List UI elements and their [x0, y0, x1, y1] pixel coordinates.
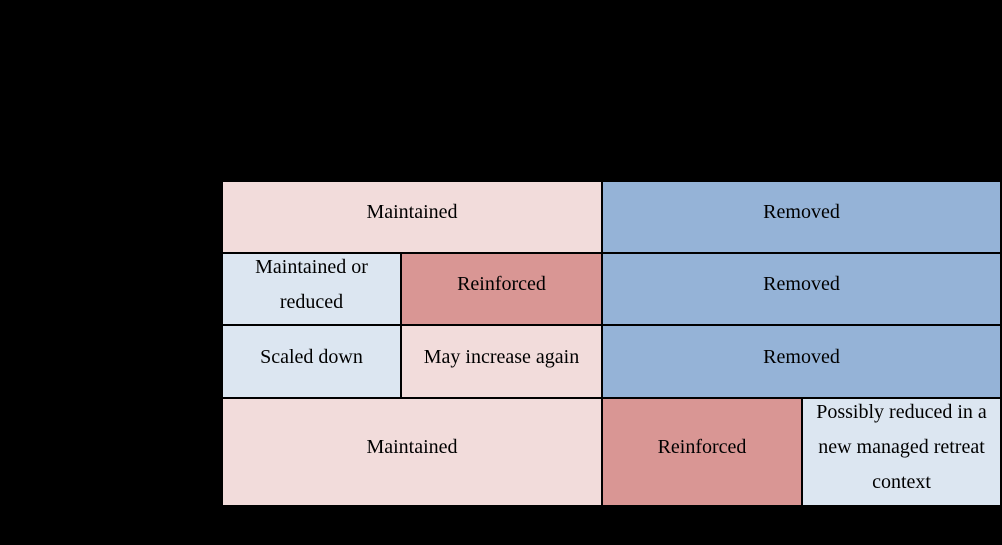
cell-label: Maintained or reduced: [255, 255, 368, 313]
table-cell-r3-may-increase-again: May increase again: [402, 326, 601, 397]
cell-label: Maintained: [366, 201, 458, 223]
cell-label: Maintained: [366, 436, 458, 458]
table-cell-r4-reinforced: Reinforced: [603, 399, 801, 505]
cell-label: Possibly reduced in a new managed retrea…: [816, 401, 987, 493]
cell-label: Reinforced: [457, 273, 546, 295]
table-cell-r2-removed: Removed: [603, 254, 1000, 324]
table-cell-r3-scaled-down: Scaled down: [223, 326, 400, 397]
outcome-table: Maintained Removed Maintained or reduced…: [221, 180, 1002, 507]
table-cell-r4-possibly-reduced: Possibly reduced in a new managed retrea…: [803, 399, 1000, 505]
cell-label: Reinforced: [657, 436, 747, 458]
table-cell-r1-maintained: Maintained: [223, 182, 601, 252]
cell-label: Removed: [763, 273, 840, 295]
table-cell-r1-removed: Removed: [603, 182, 1000, 252]
cell-label: May increase again: [423, 345, 580, 368]
table-cell-r2-maintained-or-reduced: Maintained or reduced: [223, 254, 400, 324]
cell-label: Scaled down: [260, 345, 363, 368]
table-cell-r4-maintained: Maintained: [223, 399, 601, 505]
cell-label: Removed: [763, 201, 840, 223]
cell-label: Removed: [763, 345, 840, 368]
table-cell-r2-reinforced: Reinforced: [402, 254, 601, 324]
table-cell-r3-removed: Removed: [603, 326, 1000, 397]
